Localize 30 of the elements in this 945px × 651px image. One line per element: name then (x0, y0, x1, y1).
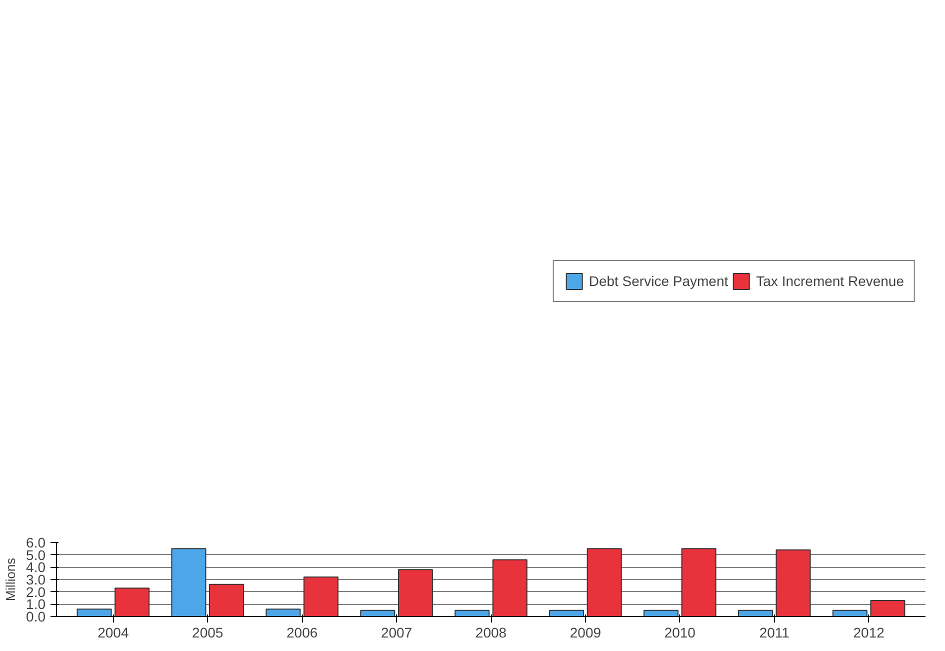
bar (114, 588, 150, 616)
bar (303, 576, 338, 616)
bar (644, 610, 679, 616)
bar (681, 548, 716, 616)
x-tick-label: 2007 (380, 624, 412, 640)
bar (171, 548, 206, 616)
bar (454, 610, 490, 616)
legend-label: Tax Increment Revenue (756, 273, 904, 289)
x-tick-label: 2005 (192, 624, 224, 640)
bar (76, 608, 112, 616)
x-tick-label: 2011 (759, 624, 790, 640)
x-tick-label: 2008 (475, 624, 507, 640)
bar (492, 559, 528, 616)
x-tick-label: 2010 (664, 624, 696, 640)
bar (738, 610, 773, 616)
x-tick-label: 2004 (98, 624, 129, 640)
bar (549, 610, 584, 616)
bar (209, 584, 244, 616)
bar (832, 610, 868, 616)
bar (586, 548, 622, 616)
x-tick-label: 2012 (853, 624, 885, 640)
bar (266, 608, 301, 616)
bar (870, 600, 906, 616)
x-tick-label: 2006 (286, 624, 318, 640)
bar (360, 610, 396, 616)
bar (776, 549, 811, 616)
y-axis-title: Millions (3, 557, 18, 602)
bar (398, 569, 433, 616)
legend-label: Debt Service Payment (588, 273, 728, 289)
x-tick-label: 2009 (570, 624, 602, 640)
